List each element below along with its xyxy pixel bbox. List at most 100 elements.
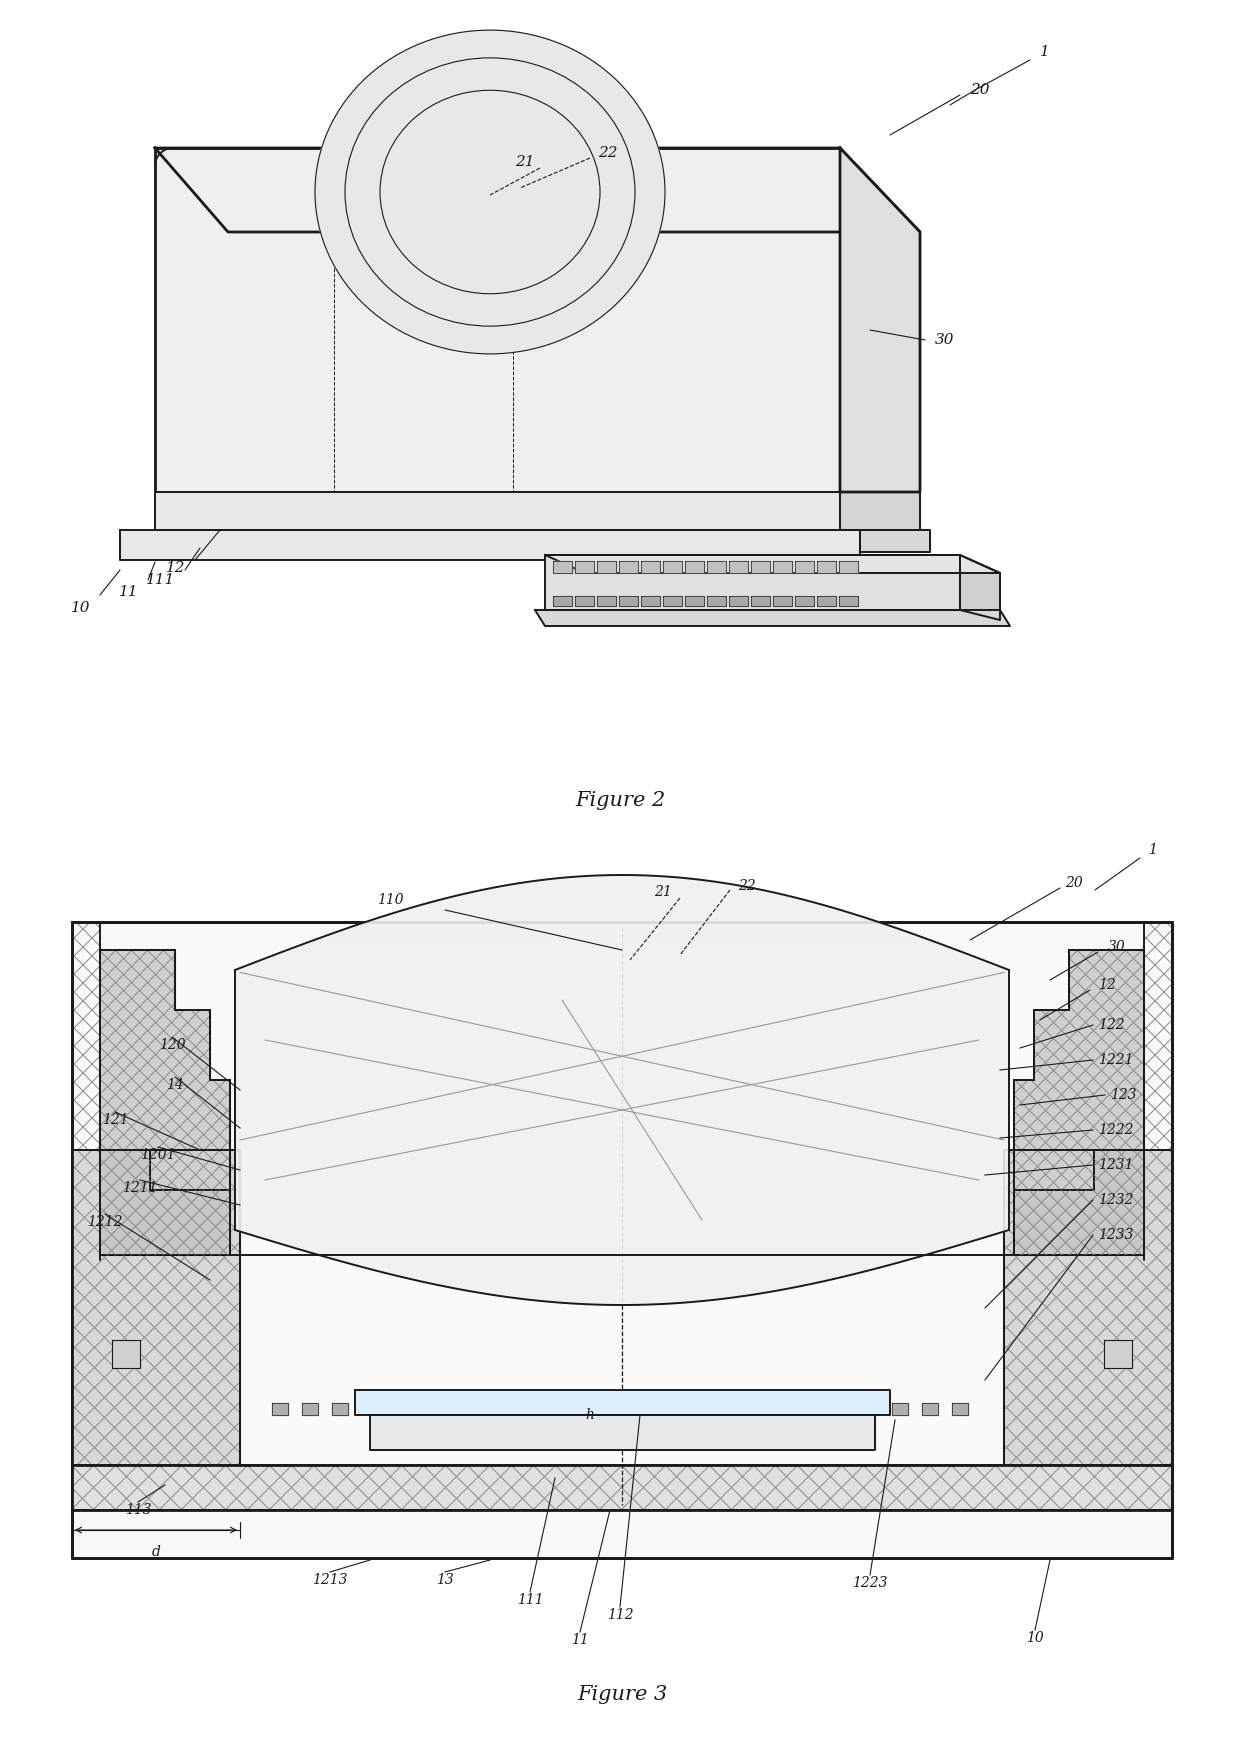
Polygon shape [817,561,836,573]
Polygon shape [663,561,682,573]
Polygon shape [707,561,725,573]
Text: 12: 12 [1097,978,1116,992]
Polygon shape [839,148,920,493]
Polygon shape [684,595,704,606]
Polygon shape [923,1403,937,1415]
Polygon shape [72,1151,241,1464]
Polygon shape [575,595,594,606]
Text: Figure 2: Figure 2 [575,790,665,810]
Text: 113: 113 [125,1502,151,1516]
Polygon shape [839,595,858,606]
Polygon shape [155,493,839,529]
Polygon shape [729,561,748,573]
Polygon shape [303,1403,317,1415]
Polygon shape [892,1403,908,1415]
Polygon shape [553,595,572,606]
Text: 11: 11 [572,1633,589,1647]
Polygon shape [1104,1341,1132,1368]
Text: 20: 20 [970,84,990,97]
Polygon shape [1014,951,1145,1255]
Text: 1232: 1232 [1097,1193,1133,1207]
Polygon shape [546,555,999,573]
Polygon shape [707,595,725,606]
Polygon shape [1014,1151,1145,1255]
Text: 1233: 1233 [1097,1227,1133,1241]
Polygon shape [952,1403,968,1415]
Polygon shape [795,595,813,606]
Polygon shape [332,1403,348,1415]
Text: 1221: 1221 [1097,1053,1133,1067]
Polygon shape [839,561,858,573]
Text: 121: 121 [102,1112,128,1126]
Polygon shape [72,1464,1172,1509]
Text: 120: 120 [159,1038,185,1052]
Text: 122: 122 [1097,1018,1125,1032]
Polygon shape [861,529,930,552]
Ellipse shape [438,145,542,240]
Text: 20: 20 [1065,876,1083,890]
Text: 11: 11 [119,585,138,599]
Polygon shape [546,555,960,609]
Polygon shape [370,1415,875,1450]
Polygon shape [100,951,1145,1530]
Text: 1213: 1213 [312,1574,347,1588]
Text: 10: 10 [1027,1631,1044,1645]
Polygon shape [773,595,792,606]
Text: 1: 1 [1148,843,1157,857]
Polygon shape [751,595,770,606]
Text: 21: 21 [516,155,534,169]
Ellipse shape [379,91,600,294]
Text: 1212: 1212 [87,1215,123,1229]
Text: 112: 112 [606,1609,634,1623]
Polygon shape [684,561,704,573]
Polygon shape [112,1341,140,1368]
Text: 110: 110 [377,893,403,907]
Text: 14: 14 [166,1078,184,1092]
Text: 30: 30 [1109,940,1126,954]
Polygon shape [272,1403,288,1415]
Polygon shape [575,561,594,573]
Polygon shape [100,951,229,1255]
Polygon shape [1004,1151,1172,1464]
Text: 22: 22 [738,879,755,893]
Polygon shape [596,561,616,573]
Polygon shape [619,561,639,573]
Polygon shape [596,595,616,606]
Text: 123: 123 [1110,1088,1137,1102]
Text: h: h [585,1408,594,1422]
Text: 1201: 1201 [140,1147,176,1161]
Polygon shape [641,561,660,573]
Polygon shape [155,148,839,493]
Polygon shape [553,561,572,573]
Text: 13: 13 [436,1574,454,1588]
Text: 1231: 1231 [1097,1158,1133,1172]
Ellipse shape [410,118,570,266]
Ellipse shape [345,57,635,326]
Ellipse shape [470,174,510,211]
Polygon shape [751,561,770,573]
Text: 1223: 1223 [852,1576,888,1590]
Polygon shape [100,1151,229,1255]
Polygon shape [641,595,660,606]
Polygon shape [534,609,1011,627]
Polygon shape [72,923,1172,1558]
Text: 22: 22 [598,146,618,160]
Polygon shape [663,595,682,606]
Polygon shape [120,529,861,561]
Polygon shape [960,555,999,620]
Text: 111: 111 [517,1593,543,1607]
Polygon shape [839,493,920,529]
Text: 21: 21 [655,884,672,898]
Polygon shape [236,876,1009,1306]
Text: d: d [151,1544,160,1558]
Polygon shape [355,1389,890,1415]
Text: 12: 12 [165,561,185,575]
Polygon shape [155,148,920,232]
Polygon shape [619,595,639,606]
Text: 1222: 1222 [1097,1123,1133,1137]
Polygon shape [773,561,792,573]
Text: 1: 1 [1040,45,1050,59]
Ellipse shape [455,160,525,225]
Text: 10: 10 [71,601,91,615]
Ellipse shape [315,30,665,353]
